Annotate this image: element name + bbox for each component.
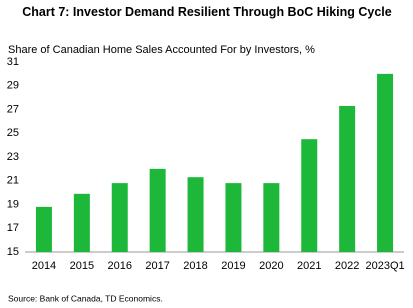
bar bbox=[377, 73, 394, 252]
chart-title: Chart 7: Investor Demand Resilient Throu… bbox=[22, 5, 392, 19]
x-tick-label: 2016 bbox=[108, 260, 132, 272]
chart-subtitle: Share of Canadian Home Sales Accounted F… bbox=[8, 44, 315, 56]
y-tick-label: 27 bbox=[7, 103, 19, 115]
x-tick-label: 2020 bbox=[259, 260, 283, 272]
bar bbox=[301, 139, 318, 252]
source-note: Source: Bank of Canada, TD Economics. bbox=[8, 293, 163, 303]
bar bbox=[111, 183, 128, 252]
bar bbox=[339, 105, 356, 252]
x-tick-label: 2015 bbox=[70, 260, 94, 272]
bar bbox=[73, 193, 90, 252]
y-tick-label: 17 bbox=[7, 222, 19, 234]
x-tick-label: 2017 bbox=[145, 260, 169, 272]
bar bbox=[149, 168, 166, 252]
y-tick-label: 25 bbox=[7, 127, 19, 139]
x-tick-label: 2014 bbox=[32, 260, 56, 272]
bar bbox=[187, 177, 204, 252]
x-tick-label: 2019 bbox=[221, 260, 245, 272]
bar bbox=[225, 183, 242, 252]
x-tick-label: 2022 bbox=[335, 260, 359, 272]
x-tick-label: 2021 bbox=[297, 260, 321, 272]
y-tick-label: 23 bbox=[7, 151, 19, 163]
y-tick-label: 15 bbox=[7, 246, 19, 258]
y-tick-label: 31 bbox=[7, 56, 19, 68]
y-tick-label: 29 bbox=[7, 80, 19, 92]
bar bbox=[35, 206, 52, 252]
y-tick-label: 19 bbox=[7, 198, 19, 210]
y-tick-label: 21 bbox=[7, 175, 19, 187]
x-tick-label: 2018 bbox=[183, 260, 207, 272]
bar bbox=[263, 183, 280, 252]
x-tick-label: 2023Q1 bbox=[365, 260, 404, 272]
